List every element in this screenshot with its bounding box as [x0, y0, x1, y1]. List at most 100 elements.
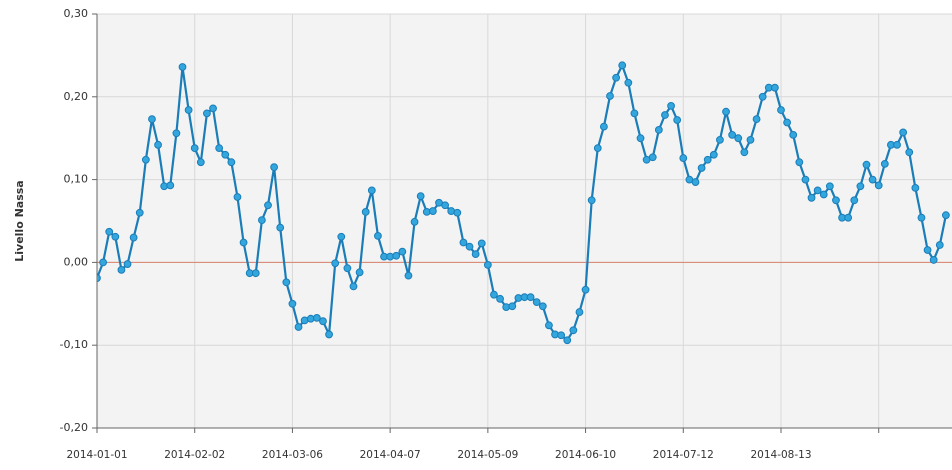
point	[612, 73, 621, 82]
point	[209, 104, 217, 113]
point	[893, 140, 901, 149]
point	[97, 274, 101, 283]
point	[410, 217, 419, 226]
point	[801, 175, 810, 184]
point	[697, 164, 706, 172]
point	[99, 258, 108, 267]
point	[471, 250, 480, 259]
y-tick-label: -0,10	[60, 338, 88, 351]
point	[294, 323, 303, 331]
point	[636, 134, 645, 143]
point	[496, 294, 504, 303]
x-tick-label: 2014-03-06	[262, 449, 323, 461]
point	[630, 109, 639, 118]
point	[331, 259, 340, 268]
x-tick-label: 2014-02-02	[164, 449, 225, 461]
x-tick-label: 2014-05-09	[457, 449, 518, 461]
point	[911, 183, 920, 192]
x-tick-label: 2014-07-12	[653, 449, 714, 461]
point	[557, 331, 566, 340]
point	[819, 190, 828, 199]
point	[239, 238, 248, 247]
point	[905, 148, 914, 157]
point	[654, 126, 663, 134]
point	[880, 159, 889, 168]
point	[337, 232, 346, 241]
point	[734, 134, 743, 143]
point	[789, 130, 798, 139]
point	[929, 256, 938, 264]
point	[154, 140, 162, 149]
plot-area	[97, 14, 952, 428]
point	[691, 178, 700, 186]
point	[221, 150, 230, 159]
point	[575, 308, 584, 316]
point	[215, 144, 224, 153]
x-tick-label: 2014-01-01	[66, 449, 127, 461]
x-tick-label: 2014-04-07	[360, 449, 421, 461]
y-tick-label: -0,20	[60, 421, 88, 434]
point	[770, 83, 779, 92]
point	[282, 278, 291, 287]
point	[587, 196, 596, 205]
point	[111, 232, 120, 241]
point	[349, 282, 358, 291]
point	[941, 211, 950, 220]
point	[899, 128, 908, 137]
point	[184, 106, 193, 114]
point	[428, 207, 437, 215]
point	[441, 201, 450, 210]
point	[728, 130, 737, 139]
point	[862, 160, 871, 169]
y-tick-label: 0,20	[64, 90, 89, 103]
x-tick-label: 2014-06-10	[555, 449, 616, 461]
point	[825, 182, 834, 191]
point	[563, 336, 572, 345]
point	[233, 193, 242, 201]
point	[740, 148, 749, 157]
point	[716, 135, 724, 144]
point	[483, 260, 492, 269]
point	[874, 181, 883, 190]
point	[545, 321, 553, 330]
point	[398, 247, 407, 256]
point	[465, 242, 474, 251]
point	[532, 298, 541, 307]
point	[312, 313, 321, 322]
point	[648, 153, 657, 162]
point	[923, 246, 932, 254]
point	[404, 271, 413, 280]
point	[508, 302, 517, 311]
point	[581, 285, 590, 294]
point	[703, 155, 712, 164]
y-axis-label: Livello Nassa	[13, 180, 26, 262]
point	[343, 264, 352, 273]
x-tick-label: 2014-08-13	[750, 449, 811, 461]
point	[538, 302, 547, 311]
point	[178, 63, 187, 71]
point	[135, 208, 144, 217]
point	[844, 213, 853, 222]
point	[325, 330, 333, 339]
point	[105, 227, 114, 236]
point	[203, 109, 211, 118]
point	[172, 129, 181, 138]
point	[374, 232, 382, 240]
point	[624, 78, 633, 87]
point	[416, 192, 425, 201]
point	[227, 158, 236, 167]
point	[319, 317, 327, 326]
point	[850, 196, 859, 205]
point	[355, 268, 364, 277]
point	[166, 181, 175, 190]
point	[917, 213, 926, 222]
point	[361, 207, 370, 216]
point	[752, 115, 761, 124]
point	[367, 186, 376, 195]
point	[777, 106, 785, 114]
point	[526, 293, 535, 302]
point	[661, 111, 669, 119]
point	[673, 116, 682, 124]
y-tick-label: 0,30	[64, 7, 89, 20]
